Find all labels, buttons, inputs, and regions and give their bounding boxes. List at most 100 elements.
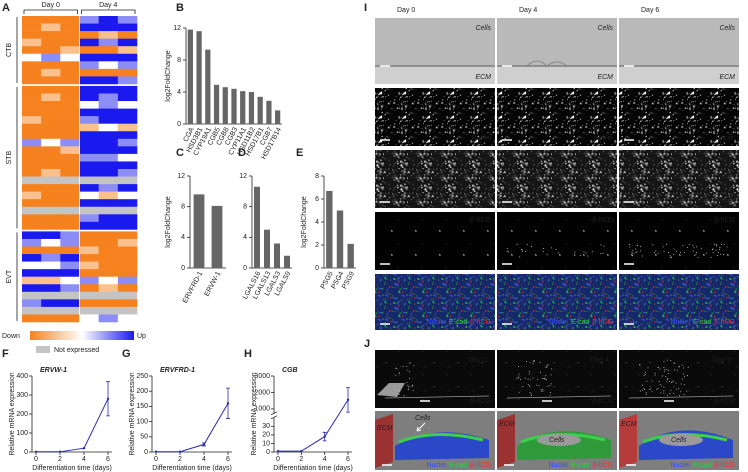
- signal-dot: [574, 254, 576, 256]
- y-tick-label: 200: [136, 388, 148, 395]
- data-line: [156, 403, 229, 453]
- heatmap-cell: [41, 53, 61, 62]
- y-tick-label: 0: [243, 265, 247, 272]
- heatmap-cell: [117, 76, 138, 85]
- heatmap-cell: [22, 276, 42, 285]
- data-point: [323, 435, 326, 438]
- signal-dot: [527, 378, 529, 380]
- data-point: [154, 450, 158, 453]
- signal-dot: [636, 244, 638, 246]
- signal-dot: [686, 246, 688, 248]
- heatmap-cell: [79, 269, 99, 277]
- merge-channel: Nuclei: [426, 319, 446, 326]
- y-tick-label: 1000: [254, 406, 270, 413]
- heatmap-cell: [98, 206, 119, 215]
- signal-dot: [641, 384, 643, 386]
- signal-dot: [682, 245, 684, 247]
- signal-dot: [697, 257, 699, 259]
- heatmap-cell: [22, 238, 42, 247]
- signal-dot: [673, 253, 675, 255]
- signal-dot: [666, 369, 668, 371]
- column-header: Day 0: [42, 2, 60, 9]
- signal-dot: [667, 378, 669, 380]
- microscopy-image: [497, 212, 617, 270]
- heatmap-cell: [60, 176, 80, 185]
- signal-dot: [518, 391, 520, 393]
- y-axis-label: log2FoldChange: [165, 196, 172, 247]
- heatmap-cell: [22, 291, 42, 300]
- bar: [231, 88, 237, 124]
- heatmap-cell: [22, 123, 42, 132]
- heatmap-cell: [79, 291, 99, 300]
- heatmap-cell: [98, 261, 119, 270]
- ecm-side: [497, 414, 515, 468]
- y-axis-label: log2FoldChange: [165, 50, 172, 101]
- signal-dot: [636, 251, 638, 253]
- signal-dot: [673, 392, 675, 394]
- chart-title: ERVFRD-1: [160, 367, 195, 374]
- y-tick-label: 50: [140, 434, 148, 441]
- signal-dot: [542, 388, 544, 390]
- signal-dot: [522, 386, 524, 388]
- cell-layer-top: [398, 433, 484, 444]
- heatmap-cell: [79, 131, 99, 140]
- ecm-side: [375, 414, 393, 468]
- bar: [196, 31, 202, 125]
- heatmap-cell: [22, 131, 42, 140]
- heatmap-cell: [60, 68, 80, 77]
- ecm-region: [375, 67, 495, 84]
- merge-channel: Nuclei: [548, 319, 568, 326]
- heatmap-cell: [79, 314, 99, 323]
- heatmap-cell: [79, 299, 99, 308]
- chip-outline: [506, 395, 612, 399]
- heatmap-cell: [98, 93, 119, 102]
- signal-dot: [668, 370, 670, 372]
- signal-dot: [645, 392, 647, 394]
- signal-dot: [551, 368, 553, 370]
- signal-dot: [680, 383, 682, 385]
- y-tick-label: 300: [16, 392, 28, 399]
- data-point: [276, 449, 280, 453]
- signal-dot: [632, 252, 634, 254]
- heatmap-cell: [117, 284, 138, 293]
- heatmap-cell: [41, 16, 61, 24]
- heatmap-cell: [117, 276, 138, 285]
- heatmap-cell: [60, 61, 80, 70]
- heatmap-cell: [22, 231, 42, 240]
- signal-dot: [532, 377, 534, 379]
- signal-dot: [683, 394, 685, 396]
- y-tick-label: 30: [262, 423, 270, 430]
- cell-layer: [395, 432, 489, 460]
- signal-dot: [682, 364, 684, 366]
- bar: [336, 210, 344, 268]
- heatmap-cell: [79, 261, 99, 270]
- signal-dot: [654, 372, 656, 374]
- signal-dot: [591, 251, 593, 253]
- heatmap-cell: [98, 246, 119, 255]
- x-axis-label: Differentiation time (days): [32, 465, 112, 472]
- heatmap-cell: [60, 108, 80, 117]
- bar: [275, 110, 281, 124]
- stain-label: β-hCG: [470, 398, 491, 405]
- microscopy-image: [375, 274, 495, 330]
- heatmap-cell: [98, 284, 119, 293]
- heatmap-cell: [117, 206, 138, 215]
- x-axis-label: Differentiation time (days): [273, 465, 353, 472]
- signal-dot: [715, 249, 717, 251]
- data-point: [346, 398, 350, 402]
- signal-dot: [639, 364, 641, 366]
- signal-dot: [675, 382, 677, 384]
- signal-dot: [720, 253, 722, 255]
- signal-dot: [403, 394, 405, 396]
- data-point: [106, 397, 110, 400]
- x-tick-label: 0: [154, 456, 158, 463]
- heatmap-cell: [41, 169, 61, 177]
- heatmap-cell: [98, 299, 119, 308]
- heatmap-cell: [41, 76, 61, 85]
- signal-dot: [715, 245, 717, 247]
- signal-dot: [723, 244, 725, 246]
- column-bracket: [81, 9, 136, 14]
- channel-label: E-cad: [595, 197, 613, 204]
- merge-channel: E-cad: [449, 462, 467, 469]
